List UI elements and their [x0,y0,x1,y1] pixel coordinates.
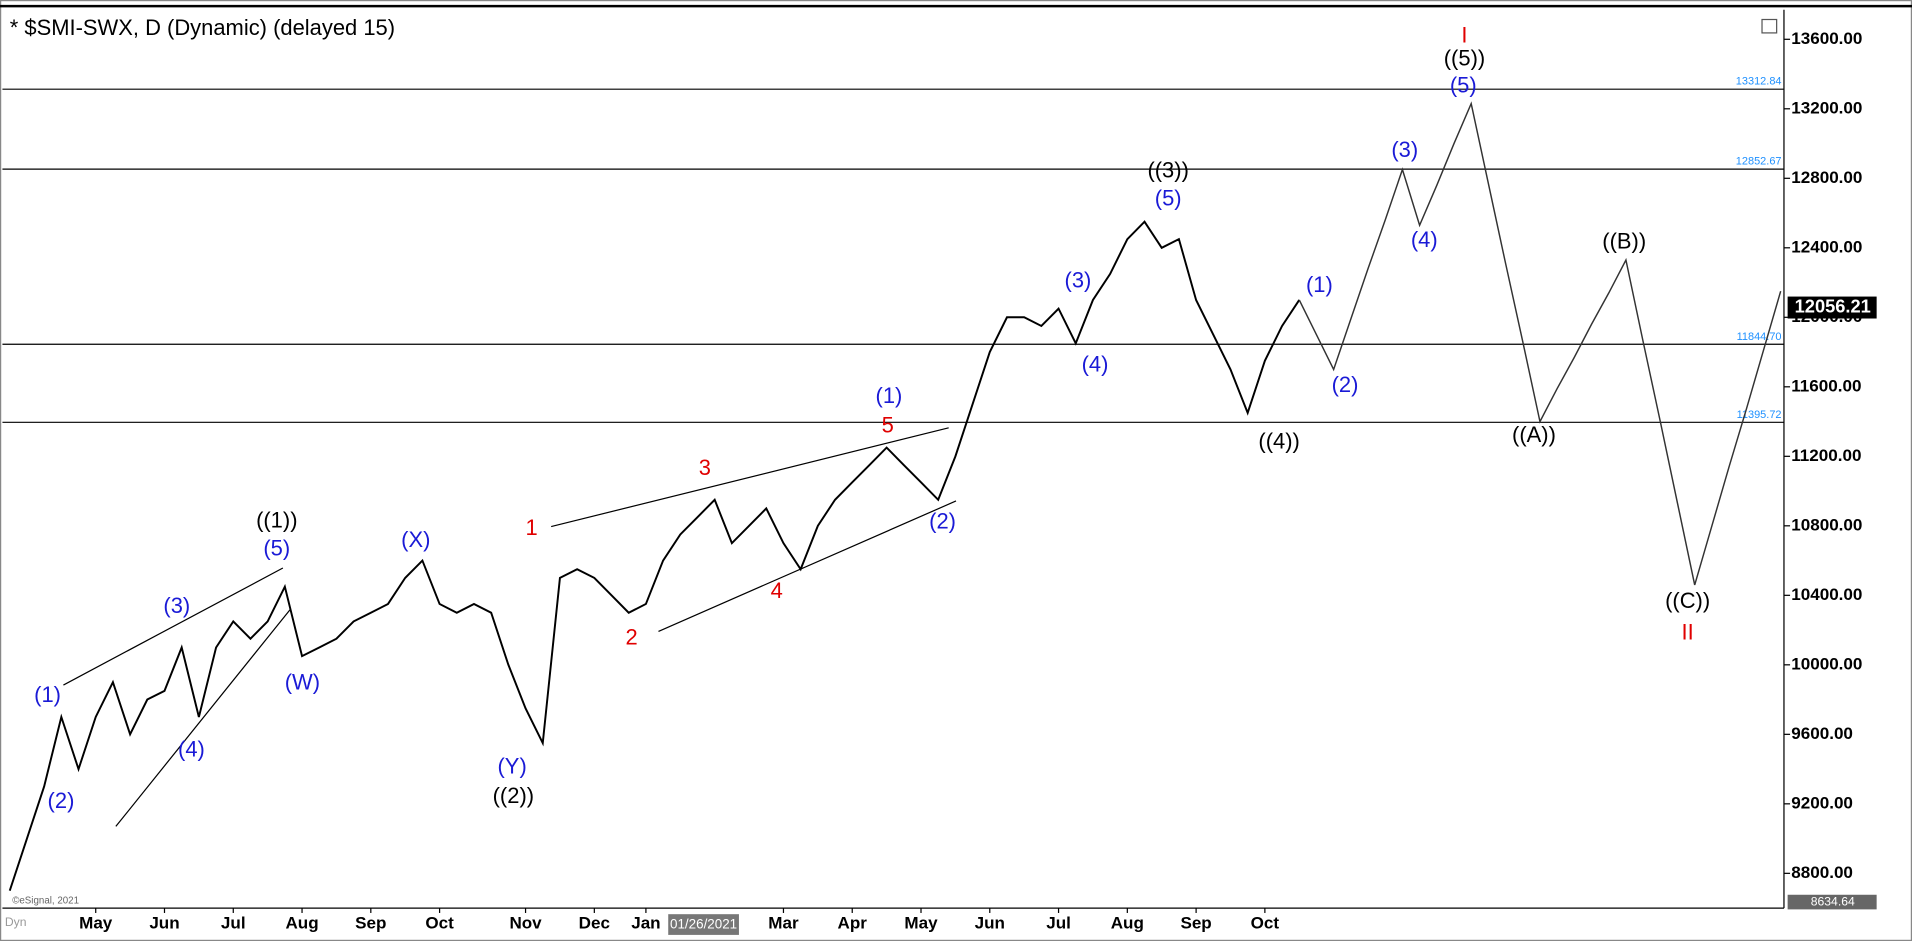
x-tick-label: Oct [1251,913,1280,932]
wave-label: ((A)) [1512,422,1556,447]
x-tick-label: Jun [149,913,179,932]
wave-label: (3) [163,593,190,618]
trendline [551,427,949,528]
y-tick-label: 10400.00 [1791,585,1862,604]
x-tick-label: Jul [221,913,246,932]
corner-label: Dyn [5,915,27,929]
level-label: 11395.72 [1737,409,1782,421]
x-tick-label: Mar [768,913,799,932]
low-price-label: 8634.64 [1811,894,1855,908]
cursor-label: 01/26/2021 [670,917,737,932]
wave-label: (5) [263,536,290,561]
wave-label: 2 [626,625,638,650]
y-tick-label: 12800.00 [1791,168,1862,187]
wave-label: ((3)) [1147,158,1188,183]
wave-label: 1 [526,515,538,540]
wave-label: (2) [929,509,956,534]
trendline [658,500,957,632]
wave-label: (1) [876,383,903,408]
x-tick-label: Jun [975,913,1005,932]
x-tick-label: May [904,913,938,932]
wave-label: (5) [1155,186,1182,211]
x-tick-label: Oct [425,913,454,932]
watermark: ©eSignal, 2021 [12,895,79,906]
x-tick-label: May [79,913,113,932]
price-line [1298,101,1782,586]
wave-label: (5) [1450,72,1477,97]
wave-label: 3 [699,455,711,480]
price-line [8,220,1301,891]
wave-label: ((2)) [493,783,534,808]
y-tick-label: 12400.00 [1791,237,1862,256]
wave-label: (4) [1082,351,1109,376]
low-price-box [1787,894,1877,910]
cursor-box [668,914,739,935]
wave-label: ((C)) [1665,588,1710,613]
chart-title: * $SMI-SWX, D (Dynamic) (delayed 15) [10,15,395,40]
x-tick-label: Sep [355,913,386,932]
y-tick-label: 10000.00 [1791,654,1862,673]
wave-label: II [1682,620,1694,645]
wave-label: I [1461,22,1467,47]
wave-label: ((4)) [1258,428,1299,453]
wave-label: (4) [1411,227,1438,252]
window-icon[interactable] [1761,18,1778,34]
wave-label: (X) [401,527,430,552]
y-tick-label: 11200.00 [1791,446,1861,465]
y-tick-label: 8800.00 [1791,863,1853,882]
y-tick-label: 13600.00 [1791,29,1862,48]
x-tick-label: Apr [838,913,868,932]
level-label: 11844.70 [1737,331,1782,343]
last-price-box [1787,296,1877,319]
x-tick-label: Jan [631,913,660,932]
wave-label: (Y) [498,754,527,779]
wave-label: (2) [48,788,75,813]
y-tick-label: 11600.00 [1791,376,1861,395]
y-tick-label: 13200.00 [1791,98,1862,117]
wave-label: (4) [178,737,205,762]
wave-label: (W) [285,670,320,695]
trendline [63,567,284,686]
wave-label: (1) [1306,272,1333,297]
y-tick-label: 9200.00 [1791,793,1853,812]
wave-label: (1) [34,682,61,707]
wave-label: (2) [1332,372,1359,397]
wave-label: ((5)) [1444,46,1485,71]
x-tick-label: Sep [1180,913,1211,932]
wave-label: 5 [882,412,894,437]
wave-label: ((B)) [1602,228,1646,253]
trendline [115,609,291,827]
wave-label: 4 [771,578,783,603]
x-tick-label: Jul [1046,913,1071,932]
x-tick-label: Aug [1111,913,1144,932]
y-tick-label: 9600.00 [1791,724,1853,743]
x-tick-label: Nov [509,913,542,932]
last-price-label: 12056.21 [1795,295,1871,316]
level-label: 12852.67 [1736,156,1782,168]
wave-label: (3) [1065,267,1092,292]
level-label: 13312.84 [1736,76,1782,88]
x-tick-label: Dec [579,913,610,932]
y-tick-label: 10800.00 [1791,515,1862,534]
wave-label: ((1)) [256,507,297,532]
x-tick-label: Aug [285,913,318,932]
wave-label: (3) [1391,137,1418,162]
